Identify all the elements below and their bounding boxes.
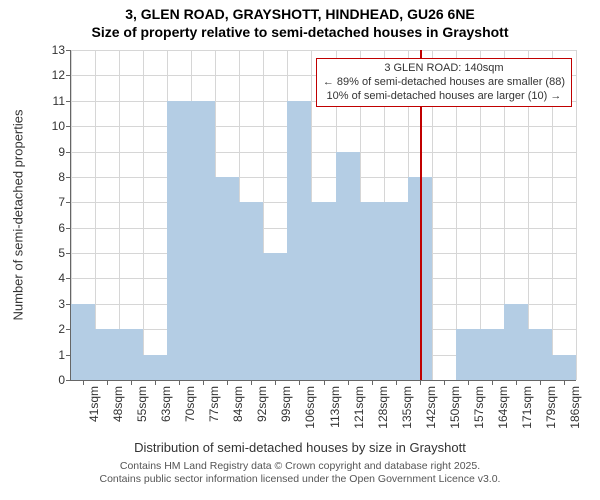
ytick-label: 5 (58, 246, 71, 260)
ytick-label: 11 (53, 94, 71, 108)
xtick-mark (275, 380, 276, 385)
x-axis-label: Distribution of semi-detached houses by … (0, 440, 600, 455)
xtick-mark (324, 380, 325, 385)
gridline-h (71, 177, 576, 178)
xtick-label: 150sqm (448, 386, 462, 429)
bar (71, 304, 95, 380)
bar (504, 304, 528, 380)
xtick-mark (251, 380, 252, 385)
xtick-label: 106sqm (303, 386, 317, 429)
xtick-label: 171sqm (520, 386, 534, 429)
xtick-mark (420, 380, 421, 385)
bar (480, 329, 504, 380)
annotation-line3: 10% of semi-detached houses are larger (… (323, 90, 565, 104)
plot-area: 01234567891011121341sqm48sqm55sqm63sqm70… (70, 50, 576, 381)
ytick-label: 2 (58, 322, 71, 336)
xtick-label: 179sqm (544, 386, 558, 429)
bar (95, 329, 119, 380)
ytick-label: 1 (58, 348, 71, 362)
xtick-label: 99sqm (279, 386, 293, 422)
xtick-mark (155, 380, 156, 385)
ytick-label: 3 (58, 297, 71, 311)
footnote-line2: Contains public sector information licen… (0, 473, 600, 486)
bar (143, 355, 167, 380)
ytick-label: 0 (58, 373, 71, 387)
xtick-label: 157sqm (472, 386, 486, 429)
bar (528, 329, 552, 380)
annotation-line2: ← 89% of semi-detached houses are smalle… (323, 76, 565, 90)
ytick-label: 9 (58, 145, 71, 159)
xtick-mark (468, 380, 469, 385)
bar (456, 329, 480, 380)
xtick-mark (540, 380, 541, 385)
footnote: Contains HM Land Registry data © Crown c… (0, 460, 600, 486)
xtick-label: 48sqm (111, 386, 125, 422)
ytick-label: 8 (58, 170, 71, 184)
xtick-label: 63sqm (159, 386, 173, 422)
bar (360, 202, 384, 380)
bar (336, 152, 360, 380)
bar (239, 202, 263, 380)
ytick-label: 6 (58, 221, 71, 235)
xtick-label: 135sqm (400, 386, 414, 429)
bar (311, 202, 335, 380)
bar (263, 253, 287, 380)
xtick-mark (227, 380, 228, 385)
chart-container: 3, GLEN ROAD, GRAYSHOTT, HINDHEAD, GU26 … (0, 0, 600, 500)
xtick-label: 77sqm (207, 386, 221, 422)
xtick-label: 164sqm (496, 386, 510, 429)
xtick-label: 113sqm (328, 386, 342, 428)
xtick-label: 142sqm (424, 386, 438, 429)
chart-title-line2: Size of property relative to semi-detach… (0, 24, 600, 40)
ytick-label: 12 (52, 68, 71, 82)
xtick-label: 186sqm (568, 386, 582, 429)
ytick-label: 13 (52, 43, 71, 57)
gridline-h (71, 126, 576, 127)
xtick-label: 92sqm (255, 386, 269, 422)
bar (384, 202, 408, 380)
annotation-line1: 3 GLEN ROAD: 140sqm (323, 62, 565, 76)
xtick-mark (179, 380, 180, 385)
xtick-mark (372, 380, 373, 385)
gridline-h (71, 152, 576, 153)
xtick-label: 55sqm (135, 386, 149, 422)
bar (287, 101, 311, 380)
xtick-label: 121sqm (352, 386, 366, 429)
chart-title-line1: 3, GLEN ROAD, GRAYSHOTT, HINDHEAD, GU26 … (0, 6, 600, 22)
ytick-label: 4 (58, 271, 71, 285)
xtick-mark (444, 380, 445, 385)
xtick-mark (203, 380, 204, 385)
annotation-box: 3 GLEN ROAD: 140sqm← 89% of semi-detache… (316, 58, 572, 107)
bar (215, 177, 239, 380)
footnote-line1: Contains HM Land Registry data © Crown c… (0, 460, 600, 473)
y-axis-label: Number of semi-detached properties (11, 110, 26, 321)
bar (167, 101, 191, 380)
xtick-label: 70sqm (183, 386, 197, 422)
xtick-mark (107, 380, 108, 385)
ytick-label: 10 (52, 119, 71, 133)
xtick-label: 41sqm (87, 386, 101, 422)
bar (119, 329, 143, 380)
gridline-v (143, 50, 144, 380)
xtick-label: 84sqm (231, 386, 245, 422)
ytick-label: 7 (58, 195, 71, 209)
xtick-mark (564, 380, 565, 385)
xtick-mark (396, 380, 397, 385)
xtick-mark (492, 380, 493, 385)
xtick-mark (299, 380, 300, 385)
xtick-label: 128sqm (376, 386, 390, 429)
xtick-mark (348, 380, 349, 385)
bar (552, 355, 576, 380)
xtick-mark (516, 380, 517, 385)
gridline-h (71, 50, 576, 51)
gridline-v (576, 50, 577, 380)
bar (191, 101, 215, 380)
xtick-mark (131, 380, 132, 385)
xtick-mark (83, 380, 84, 385)
